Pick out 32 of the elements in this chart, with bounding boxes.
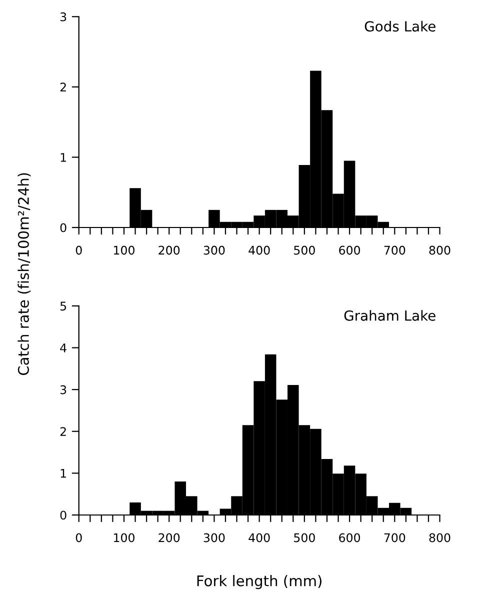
x-tick-label: 300 (204, 246, 225, 255)
y-tick-label: 2 (60, 427, 66, 436)
y-tick-label: 2 (60, 82, 66, 92)
x-tick-label: 100 (114, 246, 134, 255)
x-tick-label: 600 (339, 533, 360, 542)
x-tick-label: 300 (204, 533, 225, 542)
y-tick-label: 0 (60, 510, 66, 520)
x-tick-label: 100 (114, 533, 134, 542)
y-tick-label: 3 (60, 385, 66, 394)
x-tick-label: 800 (429, 533, 450, 542)
x-tick-label: 400 (248, 246, 270, 255)
x-tick-label: 200 (158, 246, 180, 255)
y-tick-label: 3 (60, 12, 66, 22)
y-axis-title: Catch rate (fish/100m²/24h) (18, 173, 31, 376)
y-tick-label: 5 (60, 302, 66, 311)
x-tick-label: 800 (429, 246, 450, 255)
x-tick-label: 700 (384, 246, 406, 255)
annotation: Graham Lake (344, 310, 436, 321)
y-tick-label: 0 (60, 223, 66, 232)
x-axis-title: Fork length (mm) (197, 575, 322, 590)
annotation: Gods Lake (364, 20, 436, 32)
x-tick-label: 700 (384, 533, 406, 542)
x-tick-label: 0 (76, 246, 82, 255)
x-tick-label: 500 (294, 533, 315, 542)
x-tick-label: 400 (248, 533, 270, 542)
x-tick-label: 0 (76, 533, 82, 542)
x-tick-label: 600 (339, 246, 360, 255)
x-tick-label: 500 (294, 246, 315, 255)
y-tick-label: 1 (60, 469, 66, 478)
y-tick-label: 1 (60, 153, 66, 162)
x-tick-label: 200 (158, 533, 180, 542)
y-tick-label: 4 (60, 344, 66, 352)
